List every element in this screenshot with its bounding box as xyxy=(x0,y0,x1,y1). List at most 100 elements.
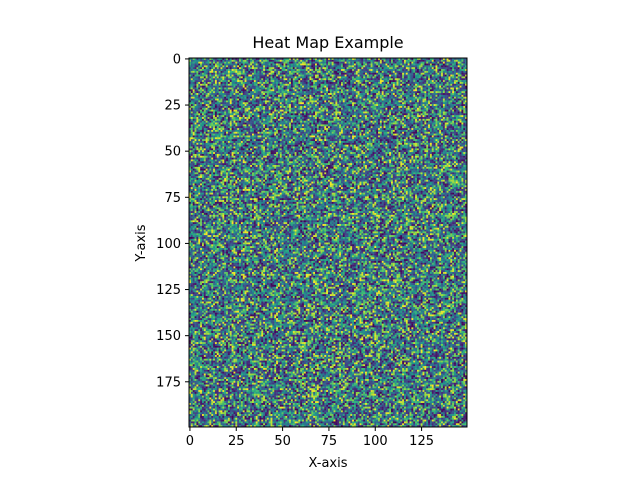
heatmap-cell xyxy=(287,89,289,91)
heatmap-cell xyxy=(337,99,339,101)
heatmap-cell xyxy=(332,104,334,106)
heatmap-cell xyxy=(345,84,347,86)
heatmap-cell xyxy=(298,100,300,102)
heatmap-cell xyxy=(209,104,211,106)
heatmap-cell xyxy=(265,110,267,112)
heatmap-cell xyxy=(209,99,211,101)
heatmap-cell xyxy=(213,113,215,115)
heatmap-cell xyxy=(226,100,228,102)
heatmap-cell xyxy=(245,88,247,90)
heatmap-cell xyxy=(363,112,365,114)
heatmap-cell xyxy=(209,106,211,108)
heatmap-cell xyxy=(304,91,306,93)
heatmap-cell xyxy=(233,100,235,102)
heatmap-cell xyxy=(397,110,399,112)
heatmap-cell xyxy=(384,71,386,73)
heatmap-cell xyxy=(285,95,287,97)
heatmap-cell xyxy=(293,65,295,67)
heatmap-cell xyxy=(254,67,256,69)
heatmap-cell xyxy=(452,82,454,84)
heatmap-cell xyxy=(213,97,215,99)
heatmap-cell xyxy=(450,108,452,110)
heatmap-cell xyxy=(306,110,308,112)
heatmap-cell xyxy=(228,100,230,102)
heatmap-cell xyxy=(417,117,419,119)
heatmap-cell xyxy=(419,75,421,77)
heatmap-cell xyxy=(461,80,463,82)
heatmap-cell xyxy=(335,117,337,119)
heatmap-cell xyxy=(324,84,326,86)
heatmap-cell xyxy=(374,73,376,75)
heatmap-cell xyxy=(441,106,443,108)
heatmap-cell xyxy=(398,113,400,115)
heatmap-cell xyxy=(269,113,271,115)
heatmap-cell xyxy=(274,65,276,67)
heatmap-cell xyxy=(437,76,439,78)
heatmap-cell xyxy=(441,71,443,73)
heatmap-cell xyxy=(311,113,313,115)
heatmap-cell xyxy=(419,91,421,93)
heatmap-cell xyxy=(398,110,400,112)
heatmap-cell xyxy=(410,91,412,93)
heatmap-cell xyxy=(413,84,415,86)
heatmap-cell xyxy=(200,80,202,82)
heatmap-cell xyxy=(410,88,412,90)
heatmap-cell xyxy=(252,89,254,91)
heatmap-cell xyxy=(261,65,263,67)
heatmap-cell xyxy=(334,86,336,88)
heatmap-cell xyxy=(458,89,460,91)
heatmap-cell xyxy=(202,60,204,62)
heatmap-cell xyxy=(424,78,426,80)
heatmap-cell xyxy=(458,102,460,104)
heatmap-cell xyxy=(360,78,362,80)
heatmap-cell xyxy=(213,95,215,97)
heatmap-cell xyxy=(385,88,387,90)
heatmap-cell xyxy=(237,110,239,112)
heatmap-cell xyxy=(393,106,395,108)
heatmap-cell xyxy=(254,104,256,106)
heatmap-cell xyxy=(369,113,371,115)
heatmap-cell xyxy=(317,69,319,71)
heatmap-cell xyxy=(306,104,308,106)
heatmap-cell xyxy=(376,60,378,62)
heatmap-cell xyxy=(274,99,276,101)
heatmap-cell xyxy=(276,64,278,66)
heatmap-cell xyxy=(369,91,371,93)
heatmap-cell xyxy=(191,97,193,99)
heatmap-cell xyxy=(410,75,412,77)
heatmap-cell xyxy=(376,113,378,115)
heatmap-cell xyxy=(382,108,384,110)
heatmap-cell xyxy=(284,110,286,112)
heatmap-cell xyxy=(280,84,282,86)
heatmap-cell xyxy=(191,75,193,77)
heatmap-cell xyxy=(191,80,193,82)
heatmap-cell xyxy=(302,88,304,90)
heatmap-cell xyxy=(406,102,408,104)
heatmap-cell xyxy=(298,110,300,112)
heatmap-cell xyxy=(363,75,365,77)
heatmap-cell xyxy=(195,100,197,102)
heatmap-cell xyxy=(365,104,367,106)
heatmap-cell xyxy=(198,75,200,77)
heatmap-cell xyxy=(367,84,369,86)
heatmap-cell xyxy=(232,73,234,75)
heatmap-cell xyxy=(337,108,339,110)
heatmap-cell xyxy=(430,86,432,88)
heatmap-cell xyxy=(417,62,419,64)
heatmap-cell xyxy=(393,67,395,69)
heatmap-cell xyxy=(321,110,323,112)
heatmap-cell xyxy=(385,99,387,101)
heatmap-cell xyxy=(439,84,441,86)
heatmap-cell xyxy=(343,76,345,78)
heatmap-cell xyxy=(246,112,248,114)
heatmap-cell xyxy=(322,108,324,110)
heatmap-cell xyxy=(300,80,302,82)
heatmap-cell xyxy=(445,88,447,90)
heatmap-cell xyxy=(246,117,248,119)
heatmap-cell xyxy=(382,95,384,97)
heatmap-cell xyxy=(413,110,415,112)
chart-title: Heat Map Example xyxy=(252,33,403,52)
heatmap-cell xyxy=(458,86,460,88)
heatmap-cell xyxy=(410,73,412,75)
heatmap-cell xyxy=(208,95,210,97)
